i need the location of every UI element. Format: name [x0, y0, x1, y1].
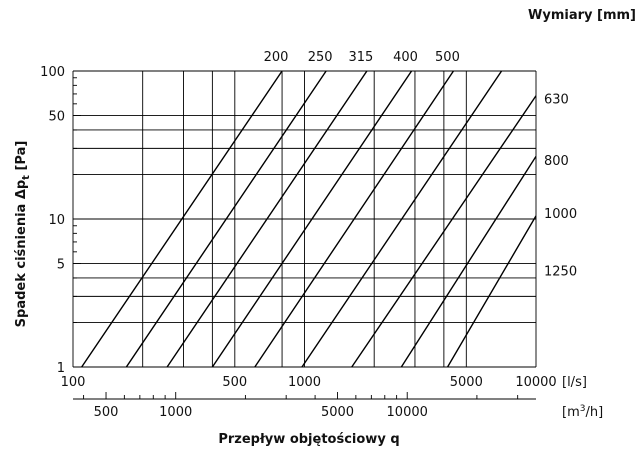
x2-tick-label-1000: 1000 [159, 405, 192, 420]
x-tick-label-10000: 10000 [515, 375, 556, 390]
x2-tick-label-500: 500 [94, 405, 119, 420]
series-line-400 [211, 71, 413, 367]
y-tick-label-100: 100 [40, 65, 65, 80]
series-label-630: 630 [544, 93, 569, 108]
y-axis-title-main: Spadek ciśnienia Δp [14, 180, 29, 328]
x-unit-secondary-sup: 3 [580, 404, 586, 414]
series-line-500 [254, 71, 455, 367]
x-tick-label-5000: 5000 [450, 375, 483, 390]
series-label-800: 800 [544, 154, 569, 169]
series-label-200: 200 [264, 50, 289, 65]
series-label-1250: 1250 [544, 264, 577, 279]
y-axis-title-sub: t [21, 175, 32, 180]
series-label-315: 315 [348, 50, 373, 65]
series-lines [81, 71, 536, 367]
x-tick-label-1000: 1000 [288, 375, 321, 390]
y-tick-label-50: 50 [48, 110, 65, 125]
y-tick-label-10: 10 [48, 213, 65, 228]
y-tick-label-1: 1 [57, 361, 65, 376]
legend-title: Wymiary [mm] [528, 8, 636, 23]
grid-lines [72, 70, 537, 368]
x-unit-secondary: [m3/h] [562, 404, 603, 420]
y-tick-label-5: 5 [57, 258, 65, 273]
x2-tick-label-10000: 10000 [387, 405, 428, 420]
y-axis-title: Spadek ciśnienia Δpt [Pa] [14, 141, 32, 328]
x-unit-secondary-tail: /h] [585, 405, 603, 420]
series-line-630 [301, 71, 503, 367]
x-tick-label-500: 500 [222, 375, 247, 390]
series-label-1000: 1000 [544, 207, 577, 222]
series-line-315 [166, 71, 368, 367]
x2-tick-label-5000: 5000 [321, 405, 354, 420]
series-label-400: 400 [393, 50, 418, 65]
axes [73, 77, 536, 400]
series-label-500: 500 [435, 50, 460, 65]
x-axis-title: Przepływ objętościowy q [218, 432, 399, 447]
x-tick-label-100: 100 [61, 375, 86, 390]
x-unit-primary: [l/s] [562, 375, 587, 390]
x-unit-secondary-base: [m [562, 405, 580, 420]
series-line-250 [125, 71, 327, 367]
series-line-200 [81, 71, 283, 367]
series-line-1000 [400, 155, 536, 367]
series-line-1250 [446, 215, 536, 367]
series-label-250: 250 [308, 50, 333, 65]
y-axis-title-unit: [Pa] [14, 141, 29, 175]
series-line-800 [351, 95, 536, 367]
